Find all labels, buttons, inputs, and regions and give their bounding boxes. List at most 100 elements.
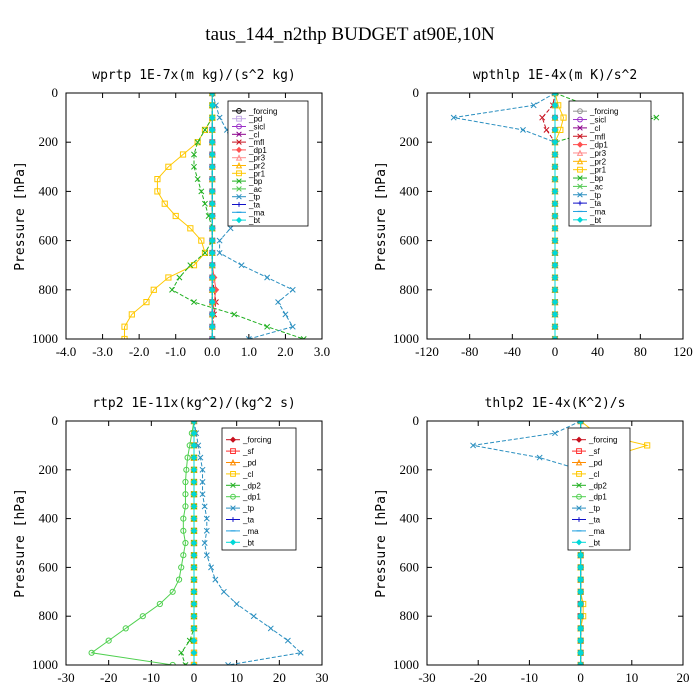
axes-frame — [426, 420, 684, 666]
marker — [577, 588, 584, 596]
marker — [297, 649, 304, 656]
legend-label: _cl — [248, 130, 259, 139]
marker — [539, 114, 546, 121]
marker — [230, 493, 236, 500]
marker — [178, 649, 185, 656]
marker — [208, 564, 215, 571]
marker — [576, 216, 584, 223]
marker — [551, 114, 559, 121]
marker — [551, 311, 559, 318]
marker — [180, 527, 187, 534]
marker — [182, 491, 189, 498]
x-tick-label: -40 — [504, 344, 521, 359]
legend-label: _cl — [589, 124, 600, 133]
marker — [156, 600, 163, 608]
marker — [575, 436, 583, 443]
marker — [191, 421, 197, 424]
legend-label: _pr3 — [248, 154, 266, 163]
marker — [577, 625, 584, 632]
marker — [229, 436, 237, 443]
marker — [577, 183, 583, 190]
marker — [194, 139, 201, 146]
marker — [190, 576, 198, 583]
marker — [216, 237, 223, 244]
marker — [245, 336, 252, 339]
marker — [230, 517, 236, 522]
legend: _forcing_sicl_cl_mfl_dp1_pr3_pr2_pr1_bp_… — [568, 100, 652, 227]
marker — [236, 202, 242, 207]
legend-label: _bt — [589, 216, 602, 225]
y-tick-label: 0 — [413, 85, 420, 100]
marker — [175, 576, 183, 583]
marker — [551, 212, 559, 220]
y-tick-label: 1000 — [393, 657, 419, 672]
marker — [128, 311, 135, 318]
marker — [169, 588, 176, 595]
chart-panel: thlp2 1E-4x(K^2)/s Pressure [hPa] -30 -20 -1… — [374, 396, 690, 685]
y-tick-label: 0 — [413, 413, 420, 428]
y-tick-label: 800 — [400, 608, 420, 623]
x-tick-label: 1.0 — [241, 344, 257, 359]
legend-label: _forcing — [242, 436, 271, 445]
marker — [190, 454, 198, 461]
legend-label: _pd — [588, 459, 602, 468]
legend-label: _ma — [248, 208, 265, 217]
marker — [105, 637, 112, 644]
legend-label: _tp — [588, 504, 601, 513]
legend-label: _bp — [589, 174, 604, 183]
marker — [235, 146, 243, 154]
panel-title: thlp2 1E-4x(K^2)/s — [485, 396, 626, 411]
marker — [165, 163, 172, 170]
legend-label: _pr2 — [589, 157, 607, 166]
marker — [184, 454, 191, 461]
marker — [236, 178, 242, 184]
marker — [187, 225, 194, 232]
legend-label: _ta — [242, 516, 255, 525]
y-tick-label: 800 — [400, 282, 420, 297]
x-tick-label: 40 — [591, 344, 604, 359]
legend-label: _pd — [242, 459, 256, 468]
legend-label: _sf — [242, 447, 254, 456]
marker — [230, 448, 236, 455]
y-axis-label: Pressure [hPa] — [13, 161, 28, 271]
marker — [190, 429, 198, 437]
marker — [208, 237, 216, 244]
marker — [230, 471, 236, 477]
marker — [198, 188, 205, 195]
marker — [150, 286, 157, 293]
marker — [190, 515, 198, 522]
marker — [190, 649, 198, 657]
legend-label: _dp1 — [248, 146, 267, 155]
marker — [190, 588, 198, 596]
x-tick-label: -20 — [100, 670, 117, 685]
marker — [236, 193, 242, 200]
y-tick-label: 800 — [39, 282, 59, 297]
marker — [216, 114, 223, 121]
marker — [236, 186, 242, 192]
marker — [180, 552, 187, 559]
x-tick-label: 0 — [552, 344, 559, 359]
marker — [289, 323, 296, 330]
marker — [264, 323, 271, 330]
legend-label: _bp — [248, 177, 263, 186]
series-line — [124, 93, 213, 339]
y-tick-label: 400 — [39, 511, 59, 526]
marker — [552, 93, 558, 96]
marker — [194, 176, 201, 183]
marker — [190, 612, 198, 620]
marker — [208, 274, 216, 281]
marker — [551, 274, 559, 281]
legend-label: _pd — [248, 115, 262, 124]
marker — [194, 139, 201, 146]
legend-label: _ma — [589, 207, 606, 216]
figure-title: taus_144_n2thp BUDGET at90E,10N — [205, 24, 495, 45]
marker — [551, 261, 559, 269]
y-tick-label: 800 — [39, 608, 59, 623]
marker — [577, 600, 584, 608]
y-tick-label: 600 — [39, 233, 59, 248]
marker — [520, 126, 526, 133]
legend-label: _cl — [588, 470, 599, 479]
marker — [154, 176, 161, 183]
chart-panel: rtp2 1E-11x(kg^2)/(kg^2 s) Pressure [hPa]… — [13, 396, 329, 685]
